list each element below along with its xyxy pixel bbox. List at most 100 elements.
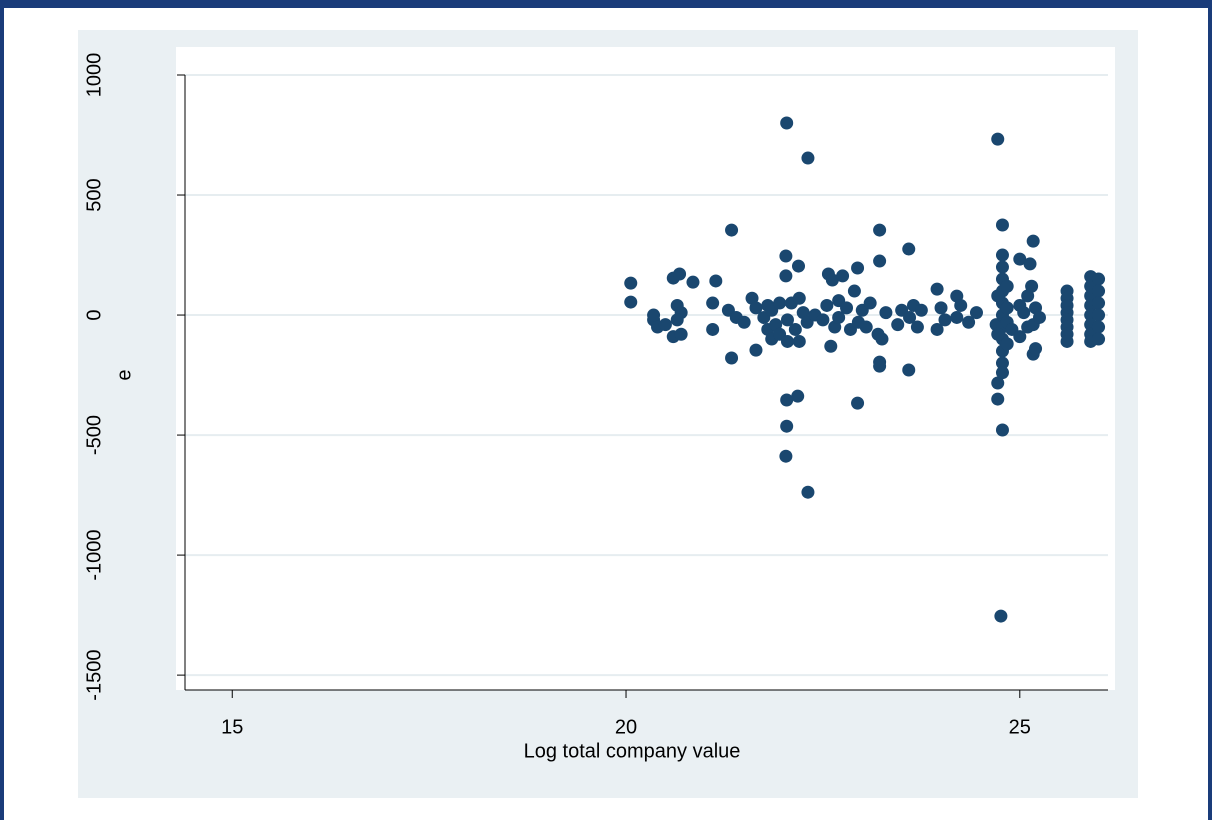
point	[851, 261, 865, 275]
point	[780, 116, 794, 130]
point	[934, 301, 948, 315]
point	[910, 320, 924, 334]
point	[825, 273, 839, 287]
point	[1000, 279, 1014, 293]
point	[995, 423, 1009, 437]
point	[873, 223, 887, 237]
point	[779, 449, 793, 463]
point	[801, 151, 815, 165]
point	[851, 396, 865, 410]
point	[995, 356, 1009, 370]
point	[994, 609, 1008, 623]
point	[1029, 342, 1043, 356]
point	[749, 343, 763, 357]
point	[1092, 320, 1106, 334]
point	[791, 259, 805, 273]
point	[788, 322, 802, 336]
point	[914, 303, 928, 317]
point	[749, 301, 763, 315]
point	[779, 269, 793, 283]
point	[824, 339, 838, 353]
point	[962, 315, 976, 329]
point	[725, 351, 739, 365]
point	[737, 315, 751, 329]
point	[674, 327, 688, 341]
point	[791, 389, 805, 403]
x-tick-label: 15	[221, 716, 243, 738]
y-tick-label: -500	[83, 415, 105, 455]
point	[995, 366, 1009, 380]
point	[779, 249, 793, 263]
point	[792, 291, 806, 305]
point	[670, 313, 684, 327]
point	[1013, 330, 1027, 344]
x-tick-label: 25	[1009, 716, 1031, 738]
point	[816, 313, 830, 327]
point	[1026, 234, 1040, 248]
right-border	[1208, 0, 1212, 820]
point	[836, 269, 850, 283]
left-border	[0, 0, 4, 820]
point	[706, 322, 720, 336]
point	[840, 301, 854, 315]
point	[954, 298, 968, 312]
point	[801, 485, 815, 499]
point	[1000, 337, 1014, 351]
point	[792, 334, 806, 348]
point	[1013, 252, 1027, 266]
point	[903, 310, 917, 324]
point	[709, 274, 723, 288]
point	[725, 223, 739, 237]
point	[902, 242, 916, 256]
point	[1092, 308, 1106, 322]
point	[859, 320, 873, 334]
y-tick-label: 500	[83, 178, 105, 211]
point	[1000, 301, 1014, 315]
point	[1092, 284, 1106, 298]
y-tick-label: 0	[83, 309, 105, 320]
point	[706, 296, 720, 310]
point	[1092, 332, 1106, 346]
top-border	[0, 0, 1212, 8]
point	[902, 363, 916, 377]
x-tick-label: 20	[615, 716, 637, 738]
point	[991, 392, 1005, 406]
point	[847, 284, 861, 298]
point	[969, 306, 983, 320]
point	[832, 310, 846, 324]
point	[780, 393, 794, 407]
point	[991, 376, 1005, 390]
point	[995, 248, 1009, 262]
point	[658, 318, 672, 332]
point	[773, 296, 787, 310]
point	[873, 359, 887, 373]
point	[780, 313, 794, 327]
point	[991, 289, 1005, 303]
y-tick-label: -1500	[83, 650, 105, 701]
point	[686, 275, 700, 289]
point	[995, 260, 1009, 274]
point	[1060, 334, 1074, 348]
point	[647, 308, 661, 322]
point	[1092, 272, 1106, 286]
point	[891, 318, 905, 332]
point	[863, 296, 877, 310]
point	[930, 322, 944, 336]
point	[624, 295, 638, 309]
point	[991, 132, 1005, 146]
point	[780, 419, 794, 433]
x-axis-title: Log total company value	[524, 740, 741, 762]
y-tick-label: -1000	[83, 530, 105, 581]
point	[820, 298, 834, 312]
plot-region	[176, 47, 1115, 690]
point	[1023, 257, 1037, 271]
y-axis-title: e	[113, 369, 135, 380]
point	[1017, 306, 1031, 320]
point	[938, 313, 952, 327]
point	[873, 254, 887, 268]
point	[991, 327, 1005, 341]
y-tick-label: 1000	[83, 53, 105, 98]
point	[780, 334, 794, 348]
point	[1092, 296, 1106, 310]
